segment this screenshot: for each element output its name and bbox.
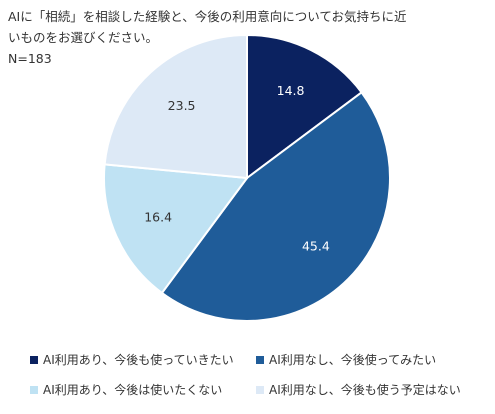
data-label-0: 14.8 <box>277 83 305 98</box>
pie-slice-2 <box>103 163 249 295</box>
data-label-2: 16.4 <box>144 210 172 225</box>
legend-label-2: AI利用あり、今後は使いたくない <box>43 383 223 397</box>
legend-swatch-0 <box>30 355 38 364</box>
legend-item-0: AI利用あり、今後も使っていきたい <box>30 351 234 368</box>
chart-title-line-2: いものをお選びください。 <box>8 30 159 45</box>
legend-item-1: AI利用なし、今後使ってみたい <box>256 351 436 368</box>
legend-label-0: AI利用あり、今後も使っていきたい <box>43 353 234 367</box>
legend-label-1: AI利用なし、今後使ってみたい <box>269 353 437 367</box>
pie-slice-1 <box>160 90 391 322</box>
pie-slice-3 <box>103 33 248 180</box>
chart-title-line-1: AIに「相続」を相談した経験と、今後の利用意向についてお気持ちに近 <box>8 9 407 24</box>
data-label-1: 45.4 <box>302 239 330 254</box>
legend-label-3: AI利用なし、今後も使う予定はない <box>269 383 461 397</box>
legend-swatch-1 <box>256 355 264 364</box>
pie-slice-0 <box>246 33 363 180</box>
sample-size: N=183 <box>8 51 52 66</box>
legend-item-3: AI利用なし、今後も使う予定はない <box>256 381 461 398</box>
legend-item-2: AI利用あり、今後は使いたくない <box>30 381 222 398</box>
data-label-3: 23.5 <box>168 98 196 113</box>
legend-swatch-3 <box>256 385 264 394</box>
legend-swatch-2 <box>30 385 38 394</box>
chart-title: AIに「相続」を相談した経験と、今後の利用意向についてお気持ちに近 いものをお選… <box>8 6 488 69</box>
